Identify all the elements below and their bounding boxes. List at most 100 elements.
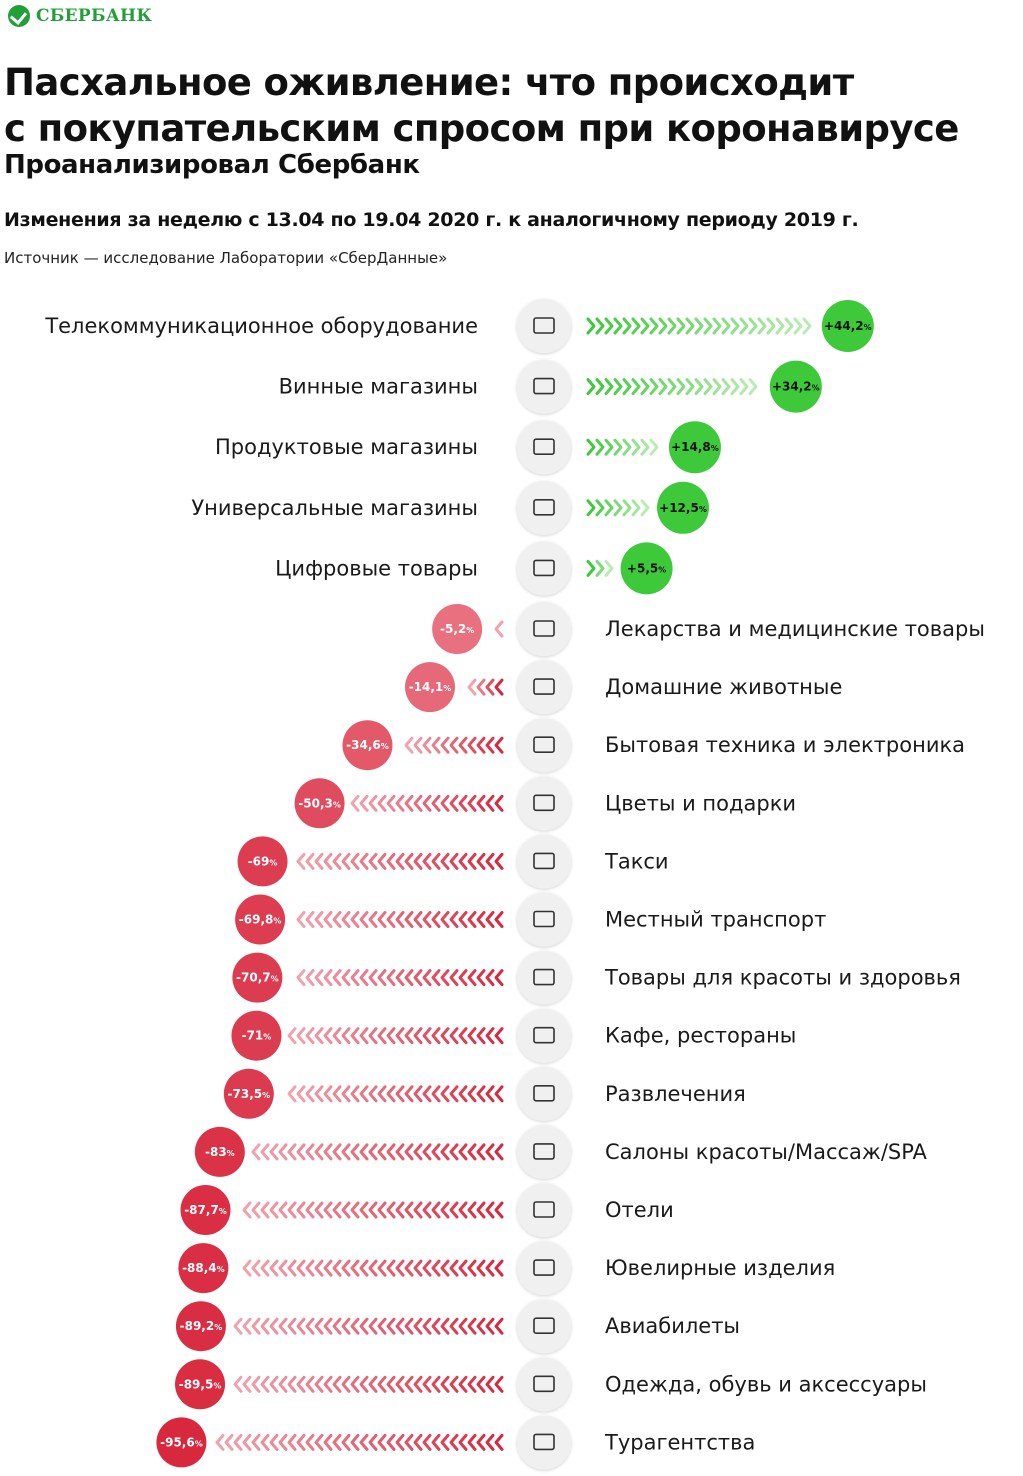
decline-chevron — [431, 1375, 441, 1393]
decline-chevron — [440, 736, 450, 754]
decline-chevron — [494, 620, 504, 638]
growth-chevron — [802, 317, 812, 335]
decline-chevron — [341, 1259, 351, 1277]
decline-chevron — [485, 1085, 495, 1103]
growth-chevron — [604, 378, 614, 396]
growth-chevron — [739, 378, 749, 396]
decline-chevron — [305, 1433, 315, 1451]
value-bubble — [175, 1359, 226, 1410]
growth-chevron — [676, 317, 686, 335]
decline-chevron — [458, 1259, 468, 1277]
decline-chevron — [368, 1375, 378, 1393]
decline-chevron — [269, 1375, 279, 1393]
growth-chevron — [721, 317, 731, 335]
growth-chevron — [595, 317, 605, 335]
decline-chevron — [260, 1259, 270, 1277]
decline-chevron — [494, 736, 504, 754]
icon-glyph — [533, 1259, 555, 1276]
decline-chevron — [413, 1027, 423, 1045]
decline-chevron — [386, 794, 396, 812]
decline-chevron — [404, 1201, 414, 1219]
growth-chevron — [667, 378, 677, 396]
decline-chevron — [422, 794, 432, 812]
decline-chevron — [323, 969, 333, 987]
decline-chevron — [359, 1317, 369, 1335]
brand-name: СБЕРБАНК — [36, 6, 153, 26]
decline-chevron — [467, 852, 477, 870]
growth-chevron — [613, 317, 623, 335]
category-label: Отели — [605, 1198, 674, 1222]
growth-chevron — [658, 317, 668, 335]
decline-chevron — [458, 736, 468, 754]
growth-chevron — [613, 499, 623, 517]
decline-chevron — [467, 1085, 477, 1103]
value-label: -87,7% — [184, 1203, 227, 1217]
decline-chevron — [458, 1375, 468, 1393]
chart-row: Авиабилеты -89,2% — [175, 1299, 740, 1354]
value-bubble — [432, 604, 483, 654]
decline-chevron — [305, 852, 315, 870]
tv-icon — [517, 299, 571, 353]
decline-chevron — [404, 1085, 414, 1103]
suitcase-icon — [517, 1415, 571, 1470]
growth-chevron — [595, 559, 605, 577]
growth-chevron — [748, 378, 758, 396]
decline-chevron — [413, 1085, 423, 1103]
decline-chevron — [485, 1433, 495, 1451]
decline-chevron — [440, 1201, 450, 1219]
decline-chevron — [368, 1433, 378, 1451]
category-label: Винные магазины — [279, 375, 478, 399]
decline-chevron — [341, 1433, 351, 1451]
decline-chevron — [431, 736, 441, 754]
decline-chevron — [368, 1143, 378, 1161]
decline-chevron — [359, 794, 369, 812]
value-bubble — [821, 300, 874, 352]
decline-chevron — [440, 1317, 450, 1335]
chart-row: Местный транспорт -69,8% — [235, 892, 826, 947]
decline-chevron — [413, 736, 423, 754]
decline-chevron — [332, 1027, 342, 1045]
value-label: -89,2% — [180, 1319, 223, 1333]
decline-chevron — [386, 1375, 396, 1393]
decline-chevron — [314, 1201, 324, 1219]
growth-chevron — [631, 438, 641, 456]
decline-chevron — [287, 1085, 297, 1103]
growth-chevron — [775, 317, 785, 335]
decline-chevron — [404, 1317, 414, 1335]
decline-chevron — [368, 794, 378, 812]
growth-chevron — [586, 317, 596, 335]
decline-chevron — [476, 1085, 486, 1103]
value-label: -14,1% — [409, 680, 452, 694]
decline-chevron — [332, 1201, 342, 1219]
decline-chevron — [377, 1085, 387, 1103]
decline-chevron — [332, 1375, 342, 1393]
decline-chevron — [323, 1143, 333, 1161]
decline-chevron — [404, 1375, 414, 1393]
decline-chevron — [278, 1317, 288, 1335]
decline-chevron — [449, 1027, 459, 1045]
decline-chevron — [323, 1027, 333, 1045]
movie-camera-icon — [517, 1066, 571, 1121]
growth-chevron — [622, 378, 632, 396]
category-label: Развлечения — [605, 1082, 746, 1106]
decline-chevron — [395, 1317, 405, 1335]
decline-chevron — [476, 1143, 486, 1161]
decline-chevron — [386, 1201, 396, 1219]
growth-chevron — [757, 317, 767, 335]
decline-chevron — [395, 911, 405, 928]
decline-chevron — [377, 794, 387, 812]
decline-chevron — [422, 1143, 432, 1161]
growth-chevron — [694, 317, 704, 335]
value-bubble — [178, 1243, 229, 1294]
decline-chevron — [494, 1433, 504, 1451]
decline-chevron — [314, 1027, 324, 1045]
category-label: Домашние животные — [605, 675, 842, 699]
decline-chevron — [422, 1433, 432, 1451]
chart-row: Телекоммуникационное оборудование +44,2% — [44, 299, 874, 353]
decline-chevron — [485, 1317, 495, 1335]
value-bubble — [231, 1010, 282, 1061]
decline-chevron — [314, 1085, 324, 1103]
decline-chevron — [467, 794, 477, 812]
category-label: Салоны красоты/Массаж/SPA — [605, 1140, 928, 1164]
growth-chevron — [631, 317, 641, 335]
